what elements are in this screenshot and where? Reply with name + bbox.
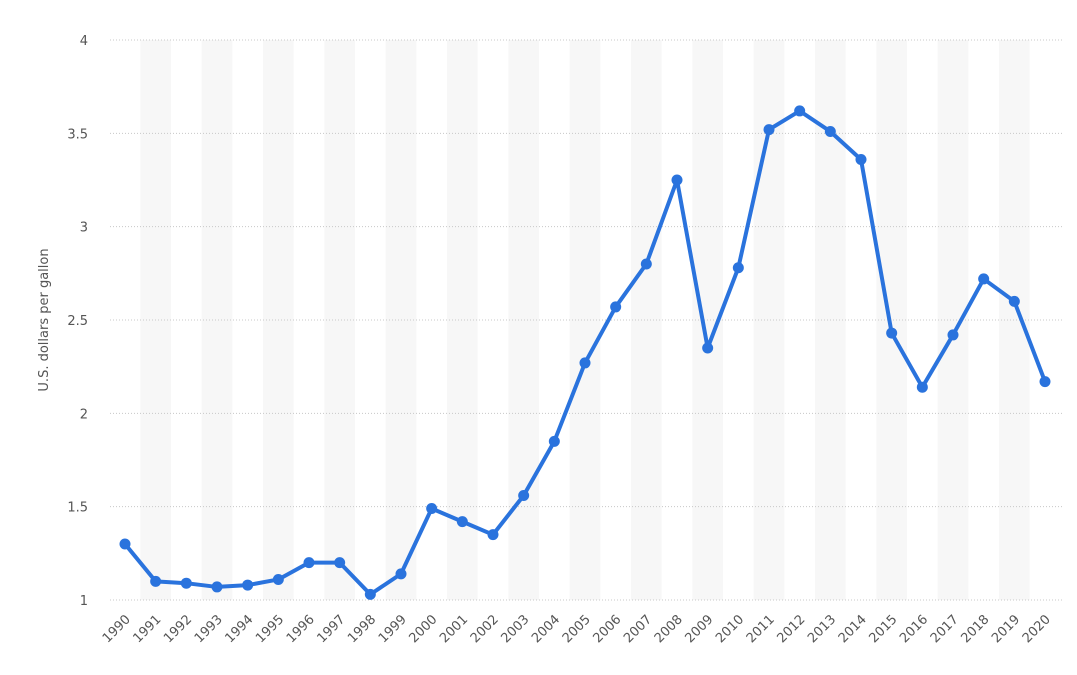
y-tick-label: 2: [80, 407, 88, 422]
point: [456, 516, 468, 528]
point: [150, 575, 162, 587]
x-tick-label: 2019: [989, 612, 1023, 646]
x-tick-label: 2008: [652, 612, 686, 646]
x-tick-label: 2002: [468, 612, 502, 646]
x-tick-label: 2000: [406, 612, 440, 646]
point: [518, 489, 530, 501]
point: [119, 538, 131, 550]
point: [1039, 376, 1051, 388]
x-tick-label: 2020: [1020, 612, 1054, 646]
point: [671, 174, 683, 186]
point: [947, 329, 959, 341]
x-tick-label: 1994: [222, 612, 256, 646]
x-tick-label: 2003: [498, 612, 532, 646]
point: [916, 381, 928, 393]
x-tick-label: 2010: [713, 612, 747, 646]
point: [211, 581, 223, 593]
point: [579, 357, 591, 369]
point: [303, 557, 315, 569]
point: [364, 588, 376, 600]
x-tick-label: 2005: [560, 612, 594, 646]
point: [886, 327, 898, 339]
point: [395, 568, 407, 580]
point: [180, 577, 192, 589]
x-tick-label: 2014: [836, 612, 870, 646]
x-tick-label: 2004: [529, 612, 563, 646]
point: [855, 153, 867, 165]
point: [487, 529, 499, 541]
y-tick-label: 2.5: [67, 314, 88, 329]
y-tick-label: 1.5: [67, 501, 88, 516]
point: [272, 573, 284, 585]
point: [763, 124, 775, 136]
x-tick-label: 2015: [866, 612, 900, 646]
y-axis-label: U.S. dollars per gallon: [37, 248, 52, 391]
y-tick-label: 3: [80, 221, 88, 236]
x-tick-label: 1997: [314, 612, 348, 646]
point: [426, 503, 438, 515]
x-tick-label: 1999: [376, 612, 410, 646]
x-tick-label: 2001: [437, 612, 471, 646]
point: [732, 262, 744, 274]
x-tick-label: 1995: [253, 612, 287, 646]
x-tick-label: 2007: [621, 612, 655, 646]
x-tick-label: 2018: [958, 612, 992, 646]
point: [334, 557, 346, 569]
point: [242, 579, 254, 591]
x-tick-label: 1992: [161, 612, 195, 646]
x-tick-label: 2006: [590, 612, 624, 646]
x-tick-label: 2016: [897, 612, 931, 646]
x-tick-label: 2011: [744, 612, 778, 646]
point: [978, 273, 990, 285]
point: [794, 105, 806, 117]
point: [702, 342, 714, 354]
x-tick-label: 1996: [284, 612, 318, 646]
x-tick-label: 1990: [100, 612, 134, 646]
x-tick-label: 2012: [774, 612, 808, 646]
y-tick-label: 3.5: [67, 127, 88, 142]
x-tick-label: 2013: [805, 612, 839, 646]
x-tick-label: 1998: [345, 612, 379, 646]
y-tick-label: 4: [80, 34, 88, 49]
x-tick-label: 2017: [928, 612, 962, 646]
point: [1008, 295, 1020, 307]
x-tick-label: 2009: [682, 612, 716, 646]
point: [640, 258, 652, 270]
point: [610, 301, 622, 313]
point: [548, 435, 560, 447]
y-tick-label: 1: [80, 594, 88, 609]
x-tick-label: 1991: [130, 612, 164, 646]
point: [824, 125, 836, 137]
x-tick-label: 1993: [192, 612, 226, 646]
